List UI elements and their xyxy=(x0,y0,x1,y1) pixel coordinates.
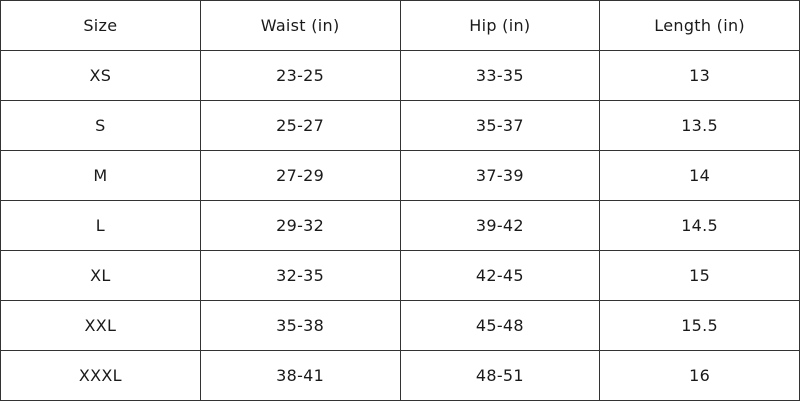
data-cell: 14 xyxy=(599,150,800,201)
data-cell: 42-45 xyxy=(399,250,601,301)
data-row: XXL 35-38 45-48 15.5 xyxy=(0,300,800,351)
data-cell: M xyxy=(0,150,201,201)
data-row: L 29-32 39-42 14.5 xyxy=(0,200,800,251)
data-cell: 38-41 xyxy=(199,350,401,401)
data-cell: XL xyxy=(0,250,201,301)
data-cell: S xyxy=(0,100,201,151)
data-cell: 35-37 xyxy=(399,100,601,151)
data-cell: 23-25 xyxy=(199,50,401,101)
data-cell: 48-51 xyxy=(399,350,601,401)
data-cell: 14.5 xyxy=(599,200,800,251)
data-cell: XS xyxy=(0,50,201,101)
header-cell: Size xyxy=(0,0,201,51)
header-cell: Length (in) xyxy=(599,0,800,51)
data-cell: L xyxy=(0,200,201,251)
data-row: XXXL 38-41 48-51 16 xyxy=(0,350,800,401)
data-cell: 35-38 xyxy=(199,300,401,351)
data-cell: XXXL xyxy=(0,350,201,401)
data-cell: 25-27 xyxy=(199,100,401,151)
data-cell: 13.5 xyxy=(599,100,800,151)
header-row: Size Waist (in) Hip (in) Length (in) xyxy=(0,0,800,51)
header-cell: Waist (in) xyxy=(199,0,401,51)
data-cell: 45-48 xyxy=(399,300,601,351)
data-row: XS 23-25 33-35 13 xyxy=(0,50,800,101)
data-cell: 33-35 xyxy=(399,50,601,101)
header-cell: Hip (in) xyxy=(399,0,601,51)
data-cell: 16 xyxy=(599,350,800,401)
data-row: S 25-27 35-37 13.5 xyxy=(0,100,800,151)
data-row: M 27-29 37-39 14 xyxy=(0,150,800,201)
data-cell: 13 xyxy=(599,50,800,101)
data-cell: 32-35 xyxy=(199,250,401,301)
data-cell: 27-29 xyxy=(199,150,401,201)
data-cell: 29-32 xyxy=(199,200,401,251)
data-cell: 15 xyxy=(599,250,800,301)
data-row: XL 32-35 42-45 15 xyxy=(0,250,800,301)
data-cell: 39-42 xyxy=(399,200,601,251)
data-cell: 15.5 xyxy=(599,300,800,351)
data-cell: XXL xyxy=(0,300,201,351)
data-cell: 37-39 xyxy=(399,150,601,201)
